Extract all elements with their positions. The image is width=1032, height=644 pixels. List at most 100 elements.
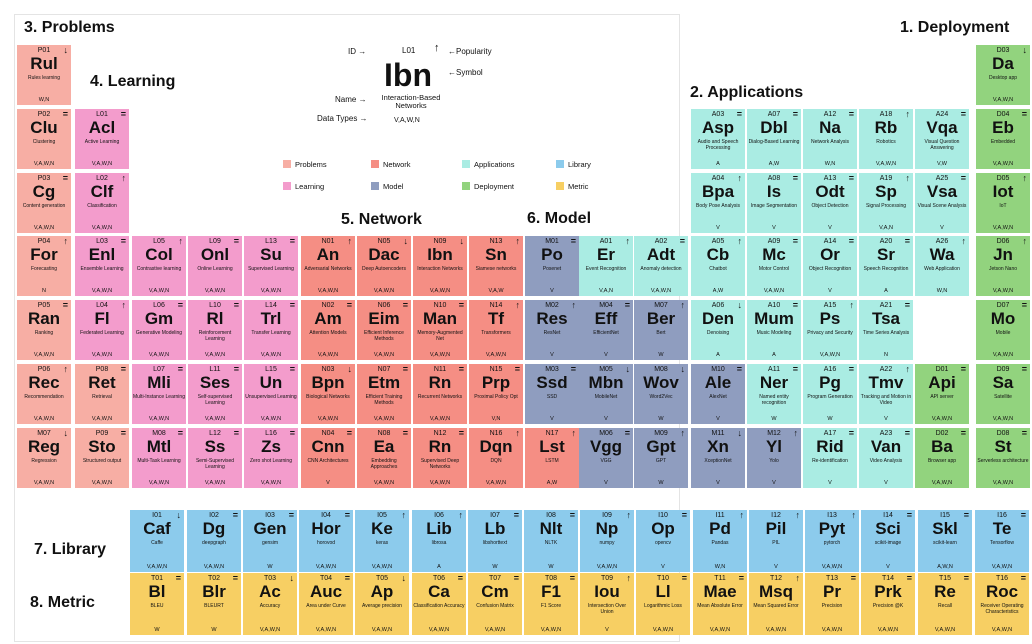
cell-symbol: Ps — [819, 309, 841, 328]
element-cell-n03: N03 ↓ Bpn Biological Networks V,A,W,N — [301, 364, 355, 424]
cell-popularity-arrow: ↑ — [515, 300, 521, 310]
cell-id: D01 — [935, 366, 949, 373]
cell-symbol: Roc — [985, 582, 1019, 601]
cell-id: T09 — [600, 575, 614, 582]
cell-data-types: V,A,W,N — [203, 564, 225, 570]
legend-label-model: Model — [383, 182, 404, 191]
cell-id: I16 — [997, 512, 1007, 519]
cell-symbol: Ret — [88, 373, 116, 392]
cell-name: Audio and Speech Processing — [697, 139, 739, 151]
cell-symbol: Pil — [765, 519, 787, 538]
element-cell-a18: A18 ↑ Rb Robotics V,A,W,N — [859, 109, 913, 169]
cell-name: MobileNet — [594, 394, 618, 400]
cell-data-types: V,A,W,N — [260, 288, 282, 294]
cell-id: A11 — [768, 366, 780, 373]
cell-symbol: Mtl — [146, 437, 172, 456]
element-cell-i15: I15 = Skl scikit-learn A,W,N — [918, 510, 972, 572]
legend-label-metric: Metric — [568, 182, 589, 191]
cell-popularity-arrow: = — [736, 109, 742, 119]
element-cell-m06: M06 = Vgg VGG V — [579, 428, 633, 488]
element-cell-p02: P02 = Clu Clustering V,A,W,N — [17, 109, 71, 169]
element-cell-l05: L05 ↑ Col Contrastive learning V,A,W,N — [132, 236, 186, 296]
cell-name: Biological Networks — [306, 394, 350, 400]
cell-id: D09 — [996, 366, 1010, 373]
element-cell-n12: N12 = Rn Supervised Deep Networks V,A,W,N — [413, 428, 467, 488]
element-cell-m08: M08 = Mtl Multi-Task Learning V,A,W,N — [132, 428, 186, 488]
cell-symbol: Re — [934, 582, 956, 601]
element-cell-t06: T06 = Ca Classification Accuracy V,A,W,N — [412, 573, 466, 635]
cell-popularity-arrow: = — [346, 300, 352, 310]
element-cell-p08: P08 = Ret Retrieval V,A,W,N — [75, 364, 129, 424]
cell-name: Siamese networks — [475, 266, 517, 272]
cell-symbol: Reg — [27, 437, 61, 456]
cell-id: I04 — [321, 512, 331, 519]
cell-name: Program Generation — [807, 394, 853, 400]
cell-symbol: Te — [992, 519, 1012, 538]
cell-data-types: V,A,W,N — [991, 627, 1013, 633]
cell-popularity-arrow: = — [458, 300, 464, 310]
element-cell-n04: N04 = Cnn CNN Architectures V — [301, 428, 355, 488]
section-title-applications: 2. Applications — [690, 84, 804, 101]
cell-popularity-arrow: = — [1021, 364, 1027, 374]
cell-symbol: Hor — [311, 519, 341, 538]
cell-id: A12 — [823, 111, 837, 118]
cell-symbol: Msq — [759, 582, 793, 601]
cell-data-types: V,A,W,N — [259, 627, 281, 633]
cell-symbol: Skl — [932, 519, 958, 538]
cell-popularity-arrow: ↑ — [458, 510, 464, 520]
cell-symbol: Zs — [261, 437, 281, 456]
cell-symbol: Gpt — [646, 437, 676, 456]
cell-popularity-arrow: = — [906, 510, 912, 520]
cell-id: A08 — [767, 175, 781, 182]
element-cell-d05: D05 ↑ Iot IoT V,A,W,N — [976, 173, 1030, 233]
element-cell-m09: M09 ↑ Gpt GPT W — [634, 428, 688, 488]
cell-popularity-arrow: ↓ — [63, 45, 69, 55]
cell-data-types: V,A,W,N — [484, 627, 506, 633]
cell-name: XceptionNet — [704, 458, 732, 464]
element-cell-p01: P01 ↓ Rul Rules learning W,N — [17, 45, 71, 105]
cell-popularity-arrow: ↓ — [1022, 45, 1028, 55]
element-cell-m10: M10 = Ale AlexNet V — [691, 364, 745, 424]
cell-name: PIL — [772, 540, 780, 546]
cell-id: T14 — [881, 575, 895, 582]
cell-popularity-arrow: = — [848, 364, 854, 374]
cell-symbol: Clf — [90, 182, 114, 201]
cell-name: Caffe — [151, 540, 163, 546]
cell-name: Federated Learning — [80, 330, 124, 336]
cell-id: T07 — [488, 575, 502, 582]
cell-data-types: V — [326, 480, 330, 486]
element-cell-n10: N10 = Man Memory-Augmented Net V,A,W,N — [413, 300, 467, 360]
cell-data-types: V — [772, 480, 776, 486]
cell-symbol: Dg — [202, 519, 226, 538]
element-cell-m07: M07 ↓ Reg Regression V,A,W,N — [17, 428, 71, 488]
element-cell-i16: I16 = Te Tensorflow V,A,W,N — [975, 510, 1029, 572]
element-cell-t11: T11 = Mae Mean Absolute Error V,A,W,N — [693, 573, 747, 635]
cell-id: A07 — [767, 111, 781, 118]
cell-name: Mean Absolute Error — [697, 603, 743, 609]
element-cell-t03: T03 ↓ Ac Accuracy V,A,W,N — [243, 573, 297, 635]
cell-id: L07 — [153, 366, 165, 373]
key-popularity-label: ←Popularity — [448, 47, 492, 56]
element-cell-a01: A01 ↑ Er Event Recognition V,A,N — [579, 236, 633, 296]
cell-id: P05 — [37, 302, 51, 309]
cell-id: A03 — [711, 111, 725, 118]
cell-popularity-arrow: = — [289, 236, 295, 246]
cell-symbol: Rn — [428, 373, 452, 392]
cell-data-types: W — [267, 564, 273, 570]
cell-id: I01 — [152, 512, 162, 519]
cell-popularity-arrow: = — [792, 300, 798, 310]
cell-id: A10 — [767, 302, 781, 309]
cell-symbol: Clu — [30, 118, 58, 137]
cell-popularity-arrow: = — [120, 364, 126, 374]
element-cell-a22: A22 ↑ Tmv Tracking and Motion in Video V — [859, 364, 913, 424]
cell-popularity-arrow: = — [288, 510, 294, 520]
cell-id: T03 — [263, 575, 277, 582]
cell-symbol: Pd — [709, 519, 731, 538]
cell-name: Speech Recognition — [863, 266, 909, 272]
cell-symbol: Sa — [992, 373, 1014, 392]
cell-popularity-arrow: ↓ — [737, 300, 743, 310]
cell-symbol: Api — [928, 373, 956, 392]
cell-id: I03 — [265, 512, 275, 519]
cell-name: Embedded — [990, 139, 1016, 145]
cell-data-types: V — [604, 480, 608, 486]
